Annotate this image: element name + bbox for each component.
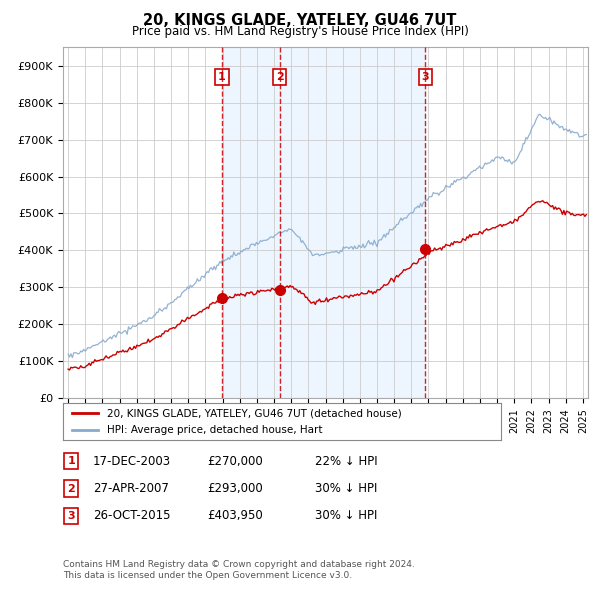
Text: This data is licensed under the Open Government Licence v3.0.: This data is licensed under the Open Gov… <box>63 571 352 580</box>
Text: 1: 1 <box>218 72 226 82</box>
Text: £270,000: £270,000 <box>207 455 263 468</box>
Text: 20, KINGS GLADE, YATELEY, GU46 7UT: 20, KINGS GLADE, YATELEY, GU46 7UT <box>143 13 457 28</box>
Bar <box>222 47 280 398</box>
Text: 27-APR-2007: 27-APR-2007 <box>93 482 169 495</box>
Text: £403,950: £403,950 <box>207 509 263 522</box>
Text: 26-OCT-2015: 26-OCT-2015 <box>93 509 170 522</box>
Text: 1: 1 <box>68 457 75 466</box>
Text: 2: 2 <box>275 72 283 82</box>
Text: 2: 2 <box>68 484 75 493</box>
Text: 30% ↓ HPI: 30% ↓ HPI <box>315 482 377 495</box>
Text: 17-DEC-2003: 17-DEC-2003 <box>93 455 171 468</box>
Bar <box>280 47 425 398</box>
Text: 3: 3 <box>68 511 75 520</box>
Text: 22% ↓ HPI: 22% ↓ HPI <box>315 455 377 468</box>
Text: Price paid vs. HM Land Registry's House Price Index (HPI): Price paid vs. HM Land Registry's House … <box>131 25 469 38</box>
Text: Contains HM Land Registry data © Crown copyright and database right 2024.: Contains HM Land Registry data © Crown c… <box>63 560 415 569</box>
Text: HPI: Average price, detached house, Hart: HPI: Average price, detached house, Hart <box>107 425 322 435</box>
Text: 3: 3 <box>422 72 429 82</box>
Text: £293,000: £293,000 <box>207 482 263 495</box>
Text: 20, KINGS GLADE, YATELEY, GU46 7UT (detached house): 20, KINGS GLADE, YATELEY, GU46 7UT (deta… <box>107 408 401 418</box>
Text: 30% ↓ HPI: 30% ↓ HPI <box>315 509 377 522</box>
